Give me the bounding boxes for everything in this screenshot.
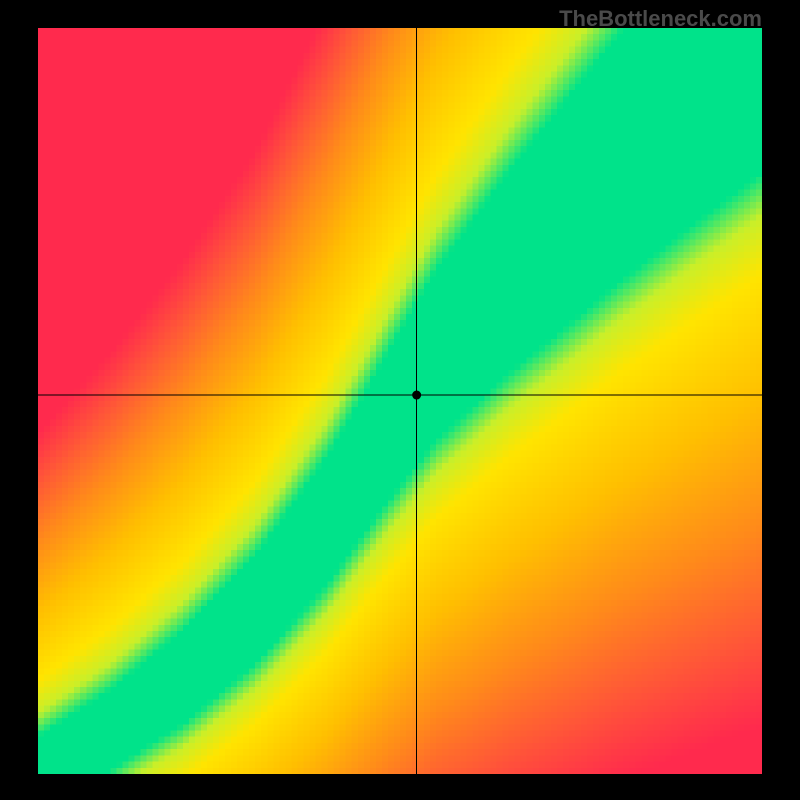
chart-container: TheBottleneck.com	[0, 0, 800, 800]
bottleneck-heatmap	[38, 28, 762, 774]
watermark-text: TheBottleneck.com	[559, 6, 762, 32]
